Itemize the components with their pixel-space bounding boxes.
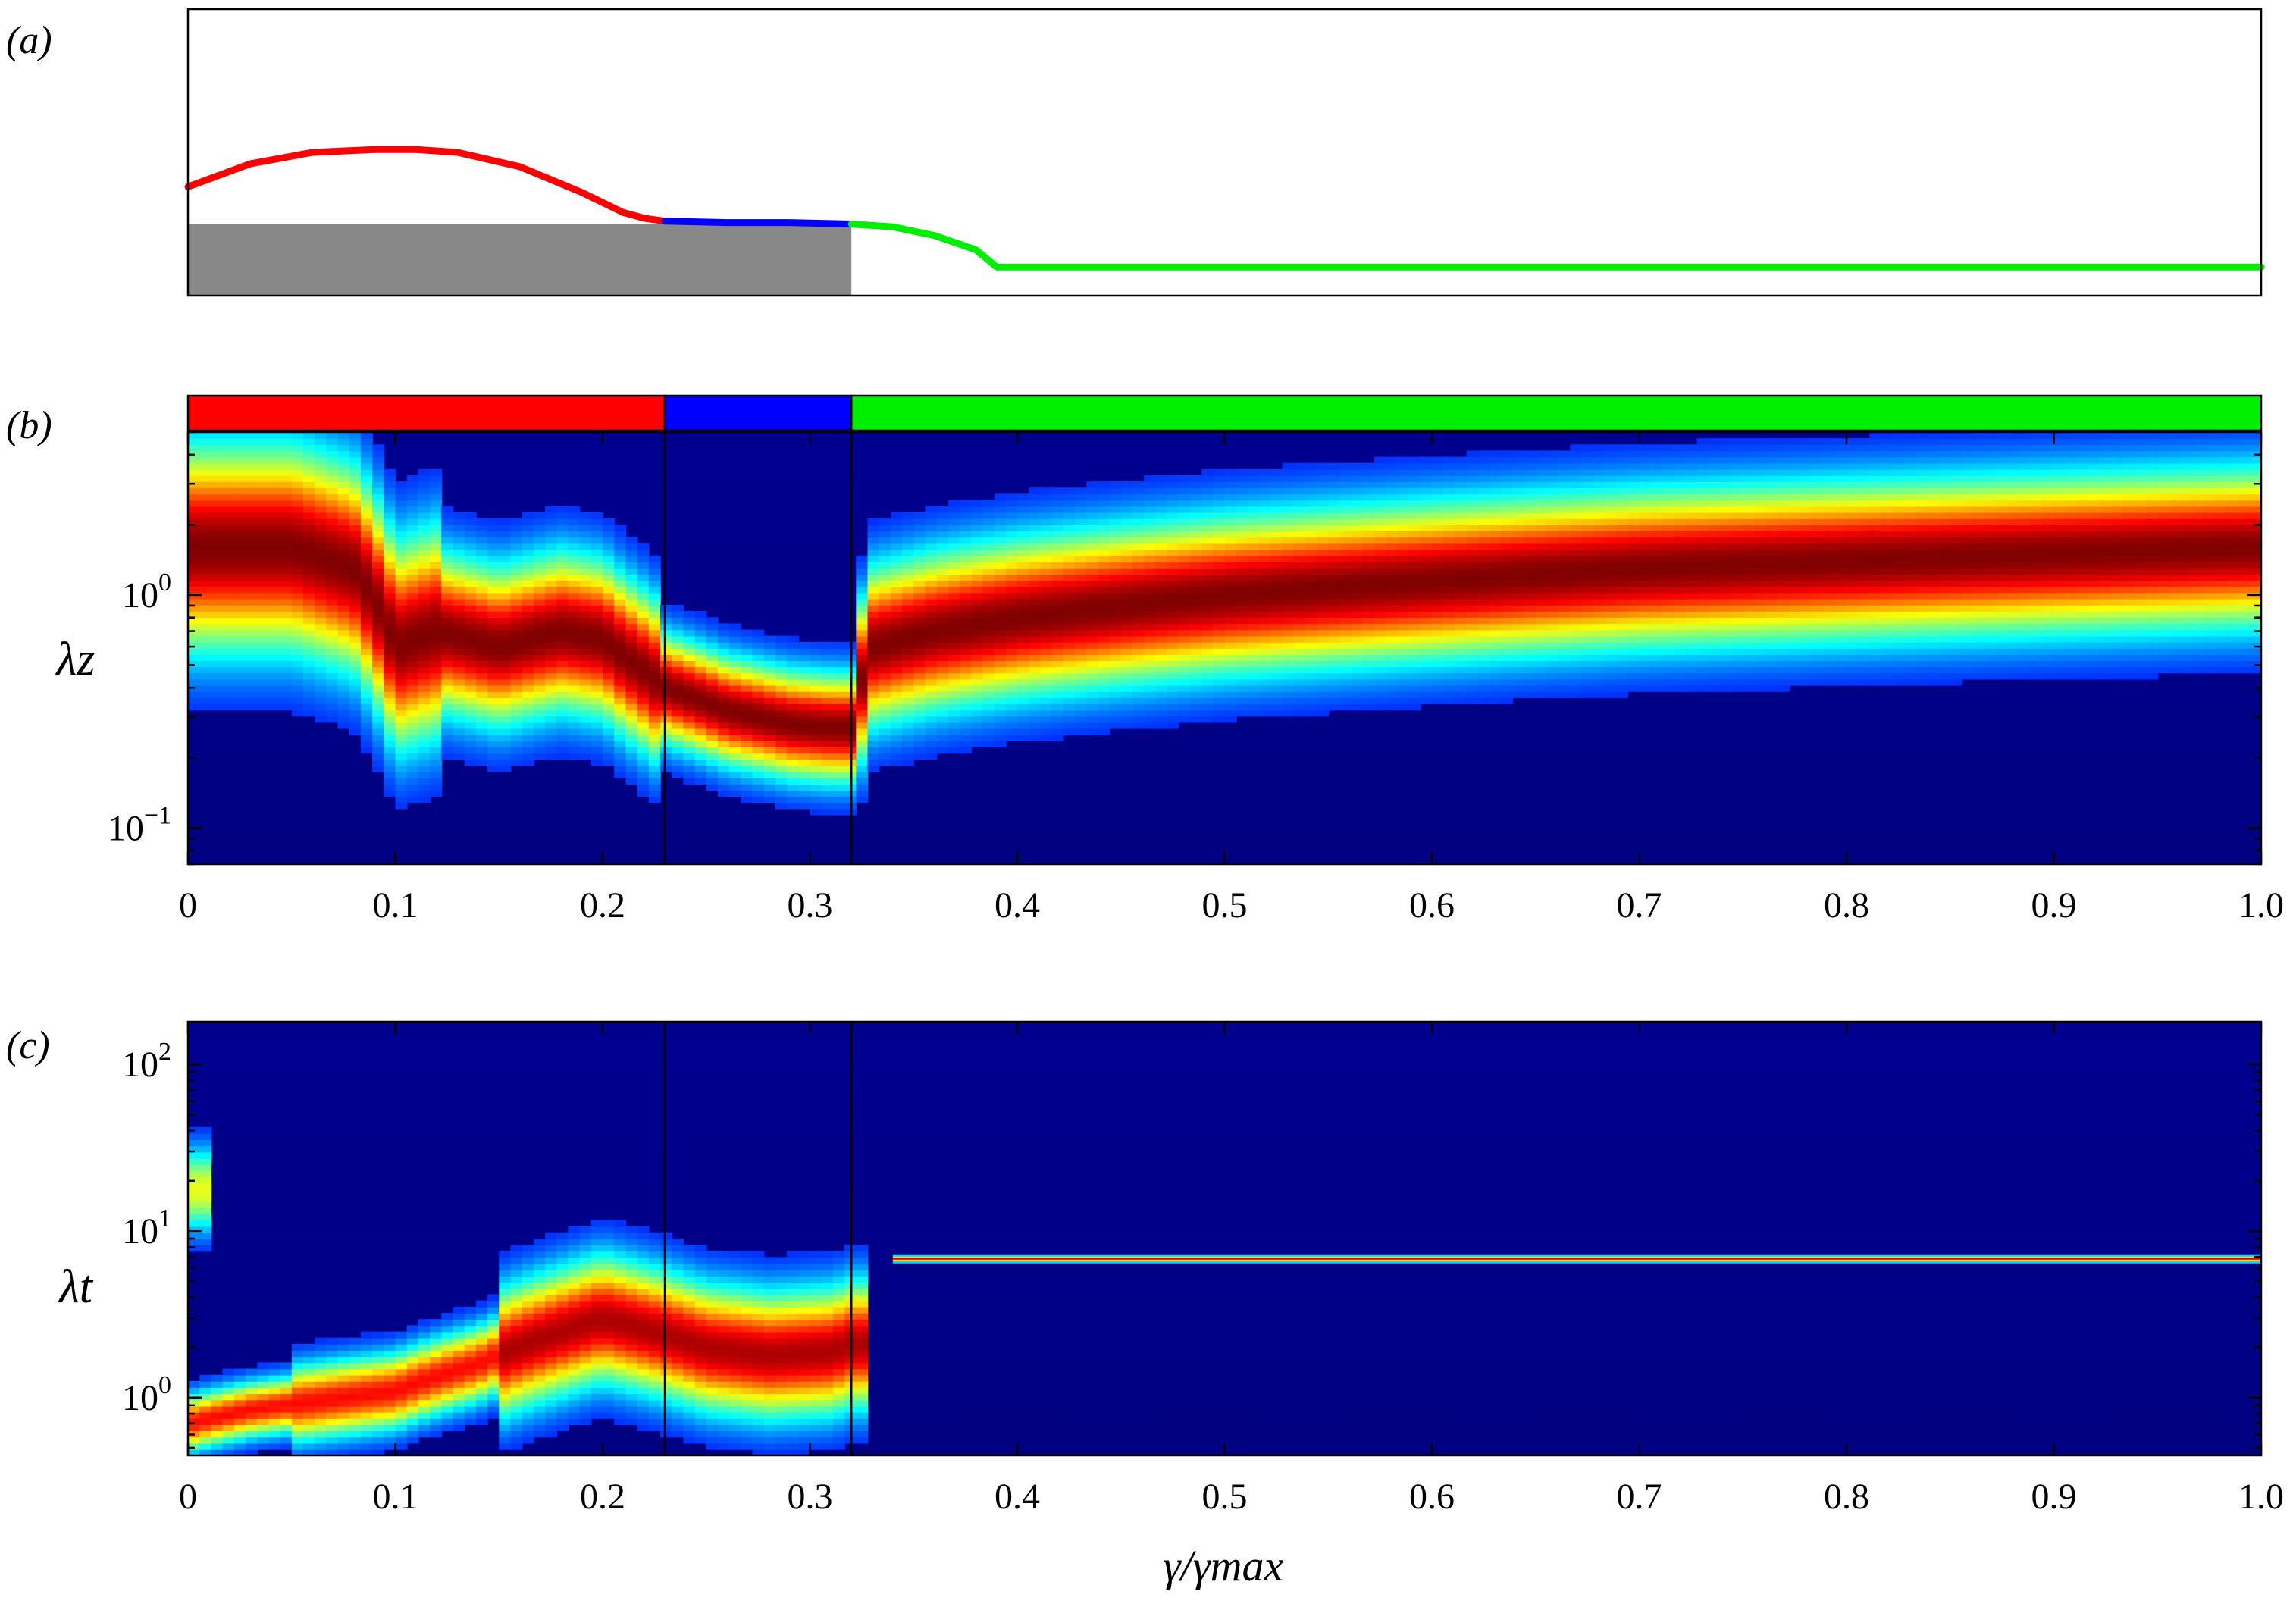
- panel-b-xtick-label: 0.6: [1409, 885, 1455, 926]
- panel-c-xtick-label: 0.2: [580, 1477, 625, 1517]
- panel-b-label: (b): [6, 404, 52, 447]
- panel-c-xtick-label: 0.1: [373, 1477, 418, 1517]
- panel-c-xtick-label: 1.0: [2238, 1477, 2284, 1517]
- regime-bar-segment-2: [850, 394, 2263, 432]
- regime-bar-segment-0: [186, 394, 666, 432]
- panel-c-ytick-label: 102: [122, 1038, 171, 1085]
- panel-c-xlabel: γ/γmax: [1164, 1541, 1284, 1590]
- panel-c-ylabel: λt: [58, 1261, 94, 1313]
- panel-b-heatmap: 0 0.1 0.2 0.3 0.4 0.5 0.6 0.7 0.8 0.9 1.0 100 10−1: [108, 394, 2284, 926]
- regime-bar-segment-1: [663, 394, 853, 432]
- panel-c-xtick-label: 0.8: [1824, 1477, 1869, 1517]
- panel-c-xtick-label: 0.4: [995, 1477, 1040, 1517]
- panel-c-ylabel-text: λt: [58, 1261, 94, 1313]
- panel-b-xtick-label: 0.7: [1617, 885, 1662, 926]
- panel-c-xtick-label: 0.3: [788, 1477, 833, 1517]
- panel-c-xtick-label: 0.7: [1617, 1477, 1662, 1517]
- panel-b-xtick-label: 0.3: [788, 885, 833, 926]
- panel-b-cells: [188, 432, 2262, 816]
- horizontal-band-core: [892, 1258, 2261, 1260]
- panel-c-ytick-label: 101: [122, 1204, 171, 1251]
- panel-a-profile: [184, 8, 2265, 297]
- panel-b-ytick-label: 100: [122, 569, 171, 616]
- panel-b-xtick-label: 0.4: [995, 885, 1040, 926]
- profile-segment-0: [184, 146, 669, 225]
- panel-b-xtick-label: 0: [179, 885, 197, 926]
- panel-a-label: (a): [6, 19, 52, 62]
- panel-b-ylabel-text: λz: [55, 634, 96, 685]
- panel-c-label: (c): [6, 1024, 50, 1067]
- panel-b-xtick-label: 0.5: [1202, 885, 1248, 926]
- panel-b-xtick-label: 1.0: [2238, 885, 2284, 926]
- panel-b-xtick-label: 0.1: [373, 885, 418, 926]
- panel-c-ytick-label: 100: [122, 1371, 171, 1418]
- panel-b-ylabel: λz: [55, 634, 96, 685]
- panel-c-cells: [188, 1126, 869, 1456]
- panel-c-heatmap: 0 0.1 0.2 0.3 0.4 0.5 0.6 0.7 0.8 0.9 1.0 102 101 100: [122, 1020, 2284, 1517]
- panel-a-frame: [186, 8, 2263, 297]
- panel-b-xtick-label: 0.2: [580, 885, 625, 926]
- panel-c-xtick-label: 0.5: [1202, 1477, 1248, 1517]
- panel-b-xtick-label: 0.9: [2031, 885, 2077, 926]
- profile-segment-1: [661, 218, 855, 227]
- panel-c-xtick-label: 0.6: [1409, 1477, 1455, 1517]
- profile-segment-2: [847, 221, 2265, 271]
- panel-c-xtick-label: 0.9: [2031, 1477, 2077, 1517]
- panel-c-xtick-label: 0: [179, 1477, 197, 1517]
- panel-b-xtick-label: 0.8: [1824, 885, 1869, 926]
- substrate-block: [188, 224, 852, 296]
- panel-b-ytick-label: 10−1: [108, 801, 171, 848]
